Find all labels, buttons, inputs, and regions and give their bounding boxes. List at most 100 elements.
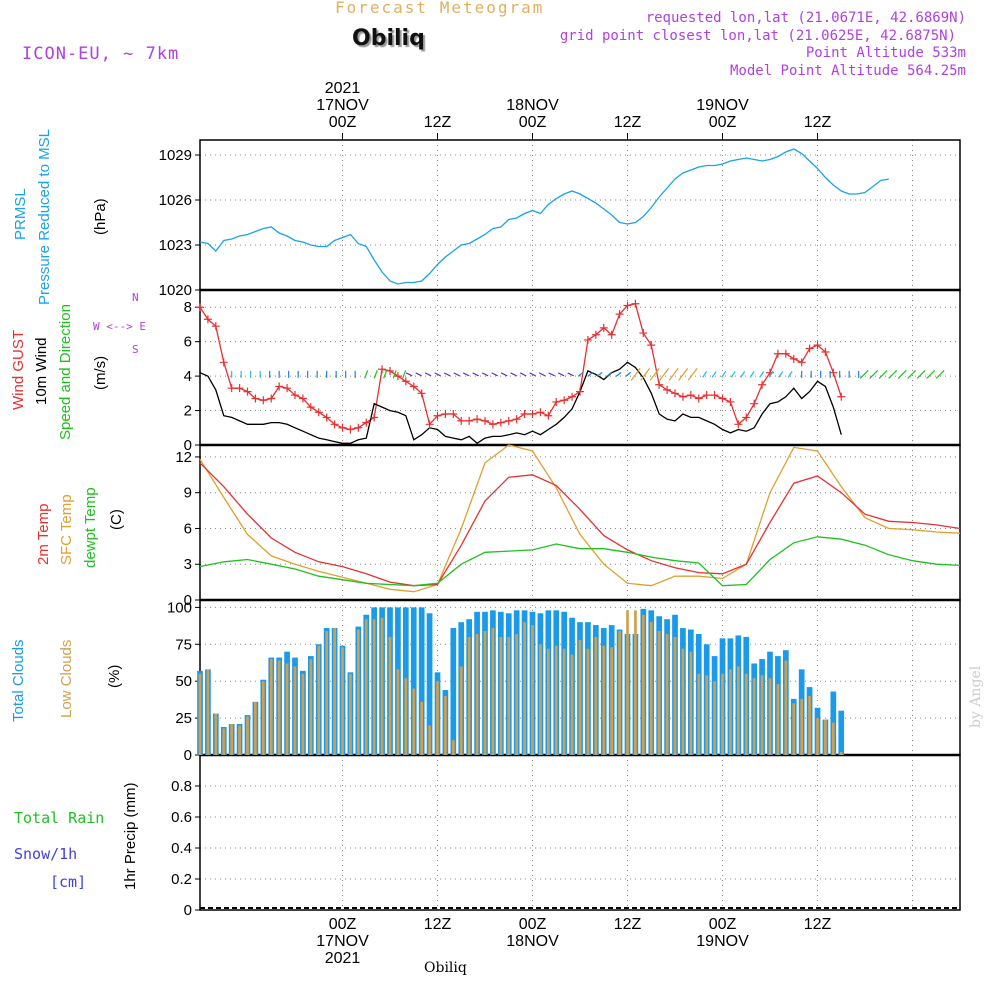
compass-n: N — [132, 291, 139, 304]
gust-marker — [702, 391, 711, 400]
gust-marker — [568, 392, 577, 401]
low-cloud-bar — [689, 651, 693, 755]
wind-direction-arrow — [567, 372, 574, 377]
y-tick-label: 0.4 — [171, 840, 192, 857]
low-cloud-bar — [214, 713, 218, 755]
model-altitude: Model Point Altitude 564.25m — [729, 63, 966, 79]
y-tick-label: 4 — [184, 368, 192, 385]
precip-unit: 1hr Precip (mm) — [122, 782, 139, 890]
pressure-line — [199, 148, 889, 285]
bottom-axis-label: 12Z — [804, 916, 832, 933]
gust-marker — [821, 348, 830, 356]
snow-unit: [cm] — [50, 873, 87, 891]
low-cloud-bar — [713, 681, 716, 755]
low-cloud-bar — [491, 628, 495, 755]
low-cloud-bar — [515, 633, 519, 755]
gust-marker — [425, 420, 434, 429]
footer-location: Obiliq — [424, 960, 467, 976]
wind-direction-arrow — [916, 369, 926, 379]
gust-marker — [781, 349, 790, 358]
panel-frame — [199, 444, 961, 601]
low-cloud-bar — [444, 695, 447, 755]
top-axis-label: 00Z — [519, 114, 547, 131]
wind-direction-arrow — [500, 372, 508, 377]
low-cloud-label: Low Clouds — [58, 639, 75, 718]
low-cloud-bar — [261, 681, 265, 755]
wind-direction-arrow — [787, 371, 793, 378]
snow-label: Snow/1h — [14, 845, 78, 863]
gust-marker — [488, 420, 497, 429]
y-tick-label: 1020 — [159, 282, 192, 299]
gust-marker — [433, 411, 442, 420]
wind-direction-arrow — [721, 371, 727, 378]
gust-marker — [504, 416, 513, 425]
gust-marker — [449, 410, 458, 418]
top-axis-label: 2021 — [325, 80, 361, 97]
wind-direction-label: Speed and Direction — [57, 304, 74, 440]
low-cloud-bar — [729, 669, 732, 755]
low-cloud-bar — [364, 619, 368, 755]
low-cloud-bar — [459, 666, 463, 755]
gust-marker — [726, 397, 735, 406]
gust-marker — [457, 416, 466, 425]
low-cloud-bar — [578, 639, 582, 755]
low-cloud-bar — [800, 698, 804, 755]
gust-marker — [465, 416, 474, 425]
low-cloud-bar — [626, 610, 629, 755]
wind-direction-arrow — [529, 372, 536, 377]
low-cloud-bar — [649, 622, 653, 755]
bottom-axis-label: 2021 — [325, 950, 361, 967]
gust-marker — [710, 391, 719, 400]
wind-direction-arrow — [668, 368, 679, 381]
gust-marker — [536, 408, 545, 417]
y-tick-label: 12 — [175, 449, 192, 466]
total-cloud-bar — [838, 710, 845, 755]
gust-marker — [298, 394, 307, 403]
gust-marker — [773, 349, 782, 358]
y-tick-label: 1023 — [159, 237, 192, 254]
top-axis-label: 19NOV — [696, 97, 749, 114]
wind-direction-arrow — [587, 371, 594, 377]
wind-direction-arrow — [383, 370, 388, 379]
gust-marker — [259, 396, 268, 405]
gust-marker — [417, 389, 426, 398]
wind-direction-arrow — [625, 371, 632, 377]
gust-marker — [481, 416, 489, 425]
point-altitude: Point Altitude 533m — [805, 45, 966, 61]
wind-direction-arrow — [577, 371, 584, 377]
gust-marker — [655, 380, 664, 389]
compass-s: S — [132, 343, 139, 356]
low-cloud-bar — [246, 716, 249, 755]
rain-label: Total Rain — [14, 809, 105, 827]
gust-marker — [291, 391, 299, 400]
low-cloud-bar — [285, 663, 289, 755]
y-tick-label: 3 — [184, 556, 192, 573]
low-cloud-bar — [206, 669, 210, 755]
sfc-temp-label: SFC Temp — [58, 494, 75, 565]
total-cloud-bar — [410, 607, 417, 755]
wind-direction-arrow — [768, 371, 774, 378]
low-cloud-bar — [831, 722, 835, 755]
y-tick-label: 0 — [184, 902, 192, 919]
wind-direction-arrow — [730, 371, 736, 378]
gust-marker — [473, 415, 482, 424]
y-tick-label: 0.8 — [171, 778, 192, 795]
low-cloud-bar — [254, 701, 257, 755]
gust-marker — [362, 418, 371, 427]
gust-marker — [805, 344, 814, 353]
temp-unit: (C) — [108, 509, 125, 530]
low-cloud-bar — [531, 625, 534, 755]
location-title: Obiliq — [352, 26, 425, 51]
gust-marker — [370, 413, 379, 422]
wind-direction-arrow — [878, 369, 888, 379]
low-cloud-bar — [697, 673, 701, 755]
low-cloud-bar — [657, 631, 661, 755]
y-tick-label: 75 — [175, 636, 192, 653]
wind-direction-arrow — [649, 368, 660, 381]
gust-marker — [797, 358, 806, 367]
gridpoint-coords: grid point closest lon,lat (21.0625E, 42… — [559, 28, 956, 44]
gust-marker — [639, 329, 648, 338]
gust-marker — [346, 425, 355, 434]
